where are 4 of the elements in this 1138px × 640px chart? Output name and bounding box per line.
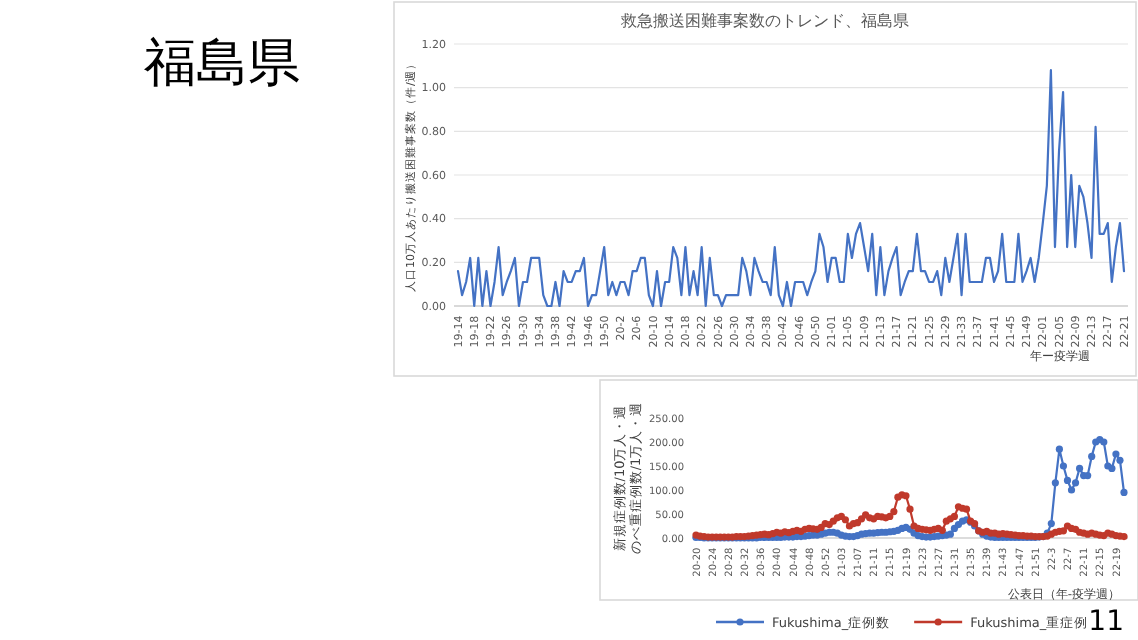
chart-title: 救急搬送困難事案数のトレンド、福島県 [619,12,909,30]
text: 福島県 [144,34,300,94]
line-series [456,69,1126,308]
text: 11 [1088,606,1124,638]
